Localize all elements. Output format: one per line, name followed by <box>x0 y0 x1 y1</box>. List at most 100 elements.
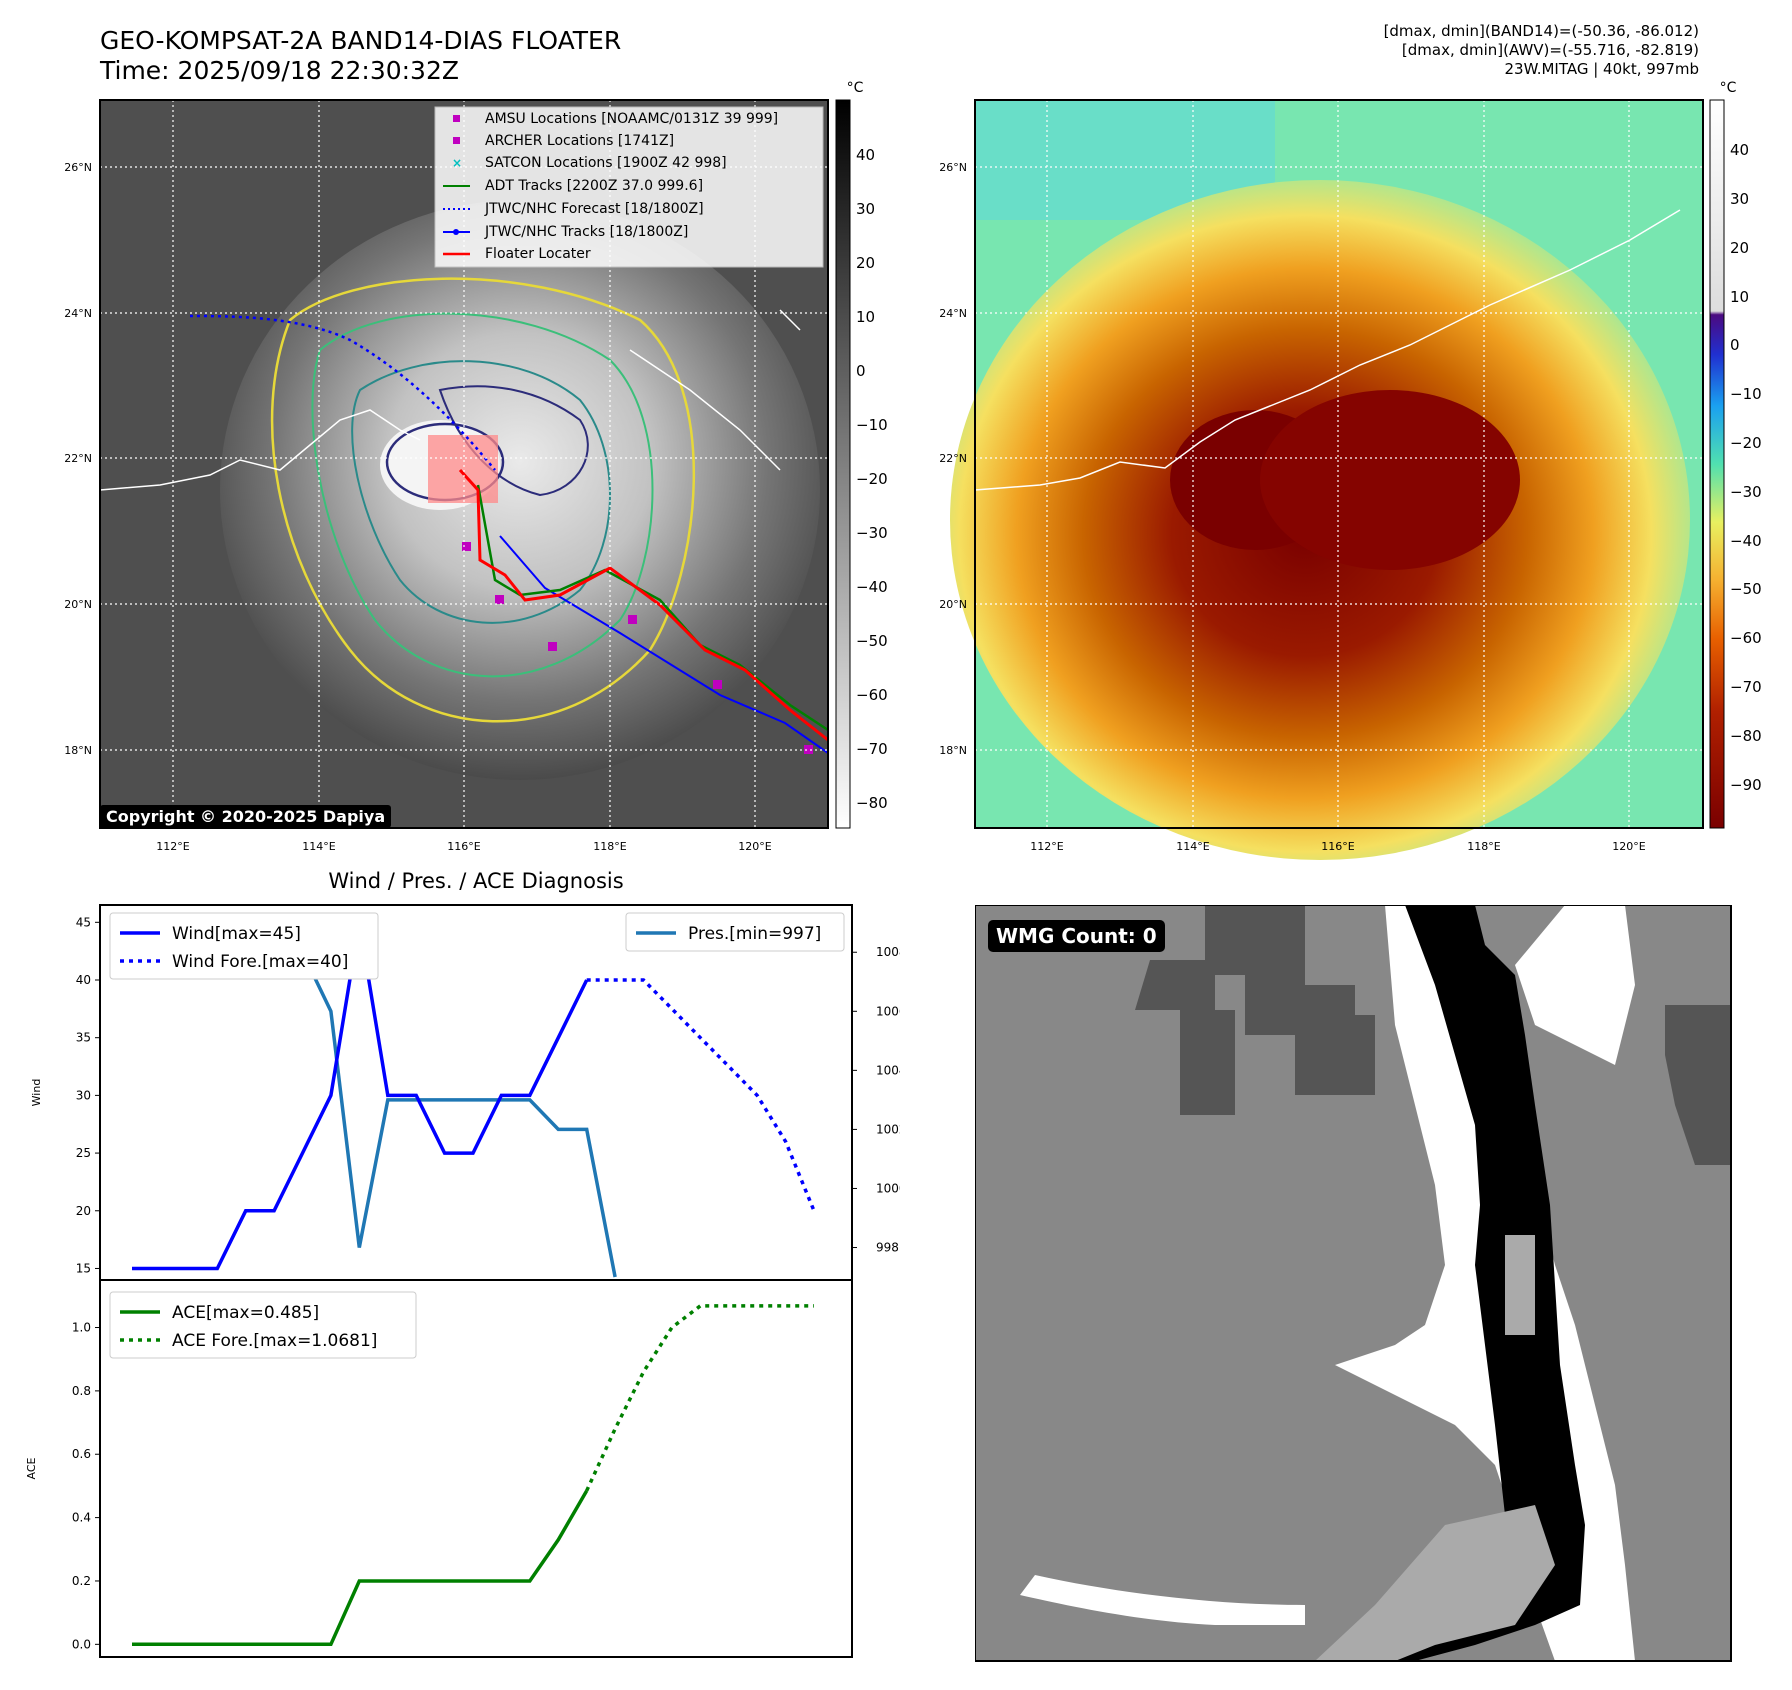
cbar-tick: 30 <box>1730 190 1749 208</box>
cbar-tick: −50 <box>856 632 888 650</box>
cbar-tick: −60 <box>856 686 888 704</box>
wind-ytick-label: 25 <box>76 1146 91 1160</box>
lon-tick: 114°E <box>302 840 335 853</box>
wmg-dark-patch <box>1665 1005 1731 1165</box>
cbar-tick: −60 <box>1730 629 1762 647</box>
lat-tick: 20°N <box>64 598 92 611</box>
wind-ytick-label: 35 <box>76 1031 91 1045</box>
cbar-tick: 40 <box>1730 141 1749 159</box>
pressure-ytick-label: 998 <box>876 1241 899 1255</box>
legend-floater: Floater Locater <box>485 246 591 262</box>
lon-tick: 116°E <box>447 840 480 853</box>
ir-map-left: 26°N 24°N 22°N 20°N 18°N 112°E 114°E 116… <box>64 99 829 853</box>
floater-box <box>428 435 498 503</box>
cbar-tick: −30 <box>1730 483 1762 501</box>
wmg-dark-patch <box>1205 905 1375 1095</box>
ace-ytick-label: 0.2 <box>72 1574 91 1588</box>
lon-tick: 118°E <box>593 840 626 853</box>
legend-forecast: JTWC/NHC Forecast [18/1800Z] <box>484 201 704 217</box>
colorbar-unit: °C <box>1720 80 1737 96</box>
contour-teal <box>351 360 611 624</box>
legend-amsu: AMSU Locations [NOAAMC/0131Z 39 999] <box>485 111 778 127</box>
legend-archer: ARCHER Locations [1741Z] <box>485 133 674 149</box>
wmg-light-patch <box>1505 1235 1535 1335</box>
info-block: [dmax, dmin](BAND14)=(-50.36, -86.012) [… <box>1384 22 1699 79</box>
wind-ytick-label: 20 <box>76 1204 91 1218</box>
lon-tick: 118°E <box>1467 840 1500 853</box>
lat-tick: 22°N <box>939 452 967 465</box>
lat-tick: 26°N <box>64 161 92 174</box>
ir-map-right: 26°N 24°N 22°N 20°N 18°N 112°E 114°E 116… <box>939 99 1704 860</box>
gridlines <box>975 100 1703 828</box>
wind-ytick-label: 45 <box>76 915 91 929</box>
wmg-frame <box>975 905 1732 1662</box>
map-frame <box>99 99 829 829</box>
wmg-light-patch <box>1315 1505 1555 1661</box>
lat-tick: 18°N <box>64 744 92 757</box>
cbar-tick: −10 <box>856 416 888 434</box>
cbar-tick: −70 <box>856 740 888 758</box>
wind-legend-box <box>109 912 379 980</box>
ace-legend-box <box>109 1291 417 1359</box>
pressure-ytick-label: 1008 <box>876 945 900 959</box>
wind-legend-label: Wind[max=45] <box>172 924 301 944</box>
forecast-track <box>189 314 496 471</box>
floater-track <box>458 468 829 742</box>
wmg-panel <box>975 905 1732 1662</box>
info-storm: 23W.MITAG | 40kt, 997mb <box>1504 60 1700 78</box>
colorbar-scale <box>1709 99 1725 829</box>
colorbar-unit: °C <box>847 80 864 96</box>
ace-legend-label: ACE[max=0.485] <box>172 1303 319 1323</box>
lon-tick: 112°E <box>1030 840 1063 853</box>
cbar-tick: −50 <box>1730 580 1762 598</box>
lat-tick: 24°N <box>939 307 967 320</box>
wmg-white-band <box>1515 905 1635 1065</box>
lat-tick: 20°N <box>939 598 967 611</box>
colorbar-color: °C 40 30 20 10 0 −10 −20 −30 −40 −50 −60… <box>1709 80 1762 829</box>
legend-best-track: JTWC/NHC Tracks [18/1800Z] <box>484 224 688 240</box>
wind-forecast-line <box>586 978 816 1212</box>
cbar-tick: −40 <box>1730 532 1762 550</box>
wind-legend-label: Wind Fore.[max=40] <box>172 952 348 972</box>
ace-ytick-label: 0.4 <box>72 1511 91 1525</box>
diagnosis-chart: Wind / Pres. / ACE Diagnosis 45 40 35 30 25 20… <box>25 869 900 1658</box>
pressure-ytick-label: 1000 <box>876 1181 900 1195</box>
cbar-tick: 20 <box>1730 239 1749 257</box>
ace-ytick-label: 0.6 <box>72 1447 91 1461</box>
lon-tick: 116°E <box>1321 840 1354 853</box>
map-frame <box>974 99 1704 829</box>
cold-core-east <box>1260 390 1520 570</box>
info-band14: [dmax, dmin](BAND14)=(-50.36, -86.012) <box>1383 22 1699 40</box>
cbar-tick: 0 <box>1730 336 1740 354</box>
ace-axes-frame <box>99 1279 853 1658</box>
wmg-dark-patch <box>1135 960 1235 1115</box>
ace-series-line <box>132 1489 589 1647</box>
cbar-tick: −20 <box>856 470 888 488</box>
legend-adt: ADT Tracks [2200Z 37.0 999.6] <box>485 178 703 194</box>
wmg-count-badge: WMG Count: 0 <box>988 920 1165 952</box>
lon-tick: 114°E <box>1176 840 1209 853</box>
ace-forecast-line <box>585 1304 814 1492</box>
map-legend <box>434 106 824 268</box>
timestamp: Time: 2025/09/18 22:30:32Z <box>100 56 459 85</box>
cbar-tick: −10 <box>1730 385 1762 403</box>
cbar-tick: 10 <box>1730 288 1749 306</box>
cbar-tick: −20 <box>1730 434 1762 452</box>
pressure-ytick-label: 1002 <box>876 1122 900 1136</box>
cbar-tick: 0 <box>856 362 866 380</box>
copyright-badge: Copyright © 2020-2025 Dapiya <box>100 805 392 828</box>
pressure-legend-box <box>625 912 845 952</box>
cbar-tick: 30 <box>856 200 875 218</box>
amsu-markers <box>462 542 813 754</box>
wind-ytick-label: 40 <box>76 973 91 987</box>
lat-tick: 26°N <box>939 161 967 174</box>
lat-tick: 24°N <box>64 307 92 320</box>
cloud-mass <box>220 200 820 780</box>
ace-ytick-label: 0.0 <box>72 1637 91 1651</box>
wind-ytick-label: 15 <box>76 1261 91 1275</box>
ace-ytick-label: 0.8 <box>72 1384 91 1398</box>
lon-tick: 112°E <box>156 840 189 853</box>
cbar-tick: −90 <box>1730 776 1762 794</box>
cbar-tick: 40 <box>856 146 875 164</box>
lon-tick: 120°E <box>1612 840 1645 853</box>
